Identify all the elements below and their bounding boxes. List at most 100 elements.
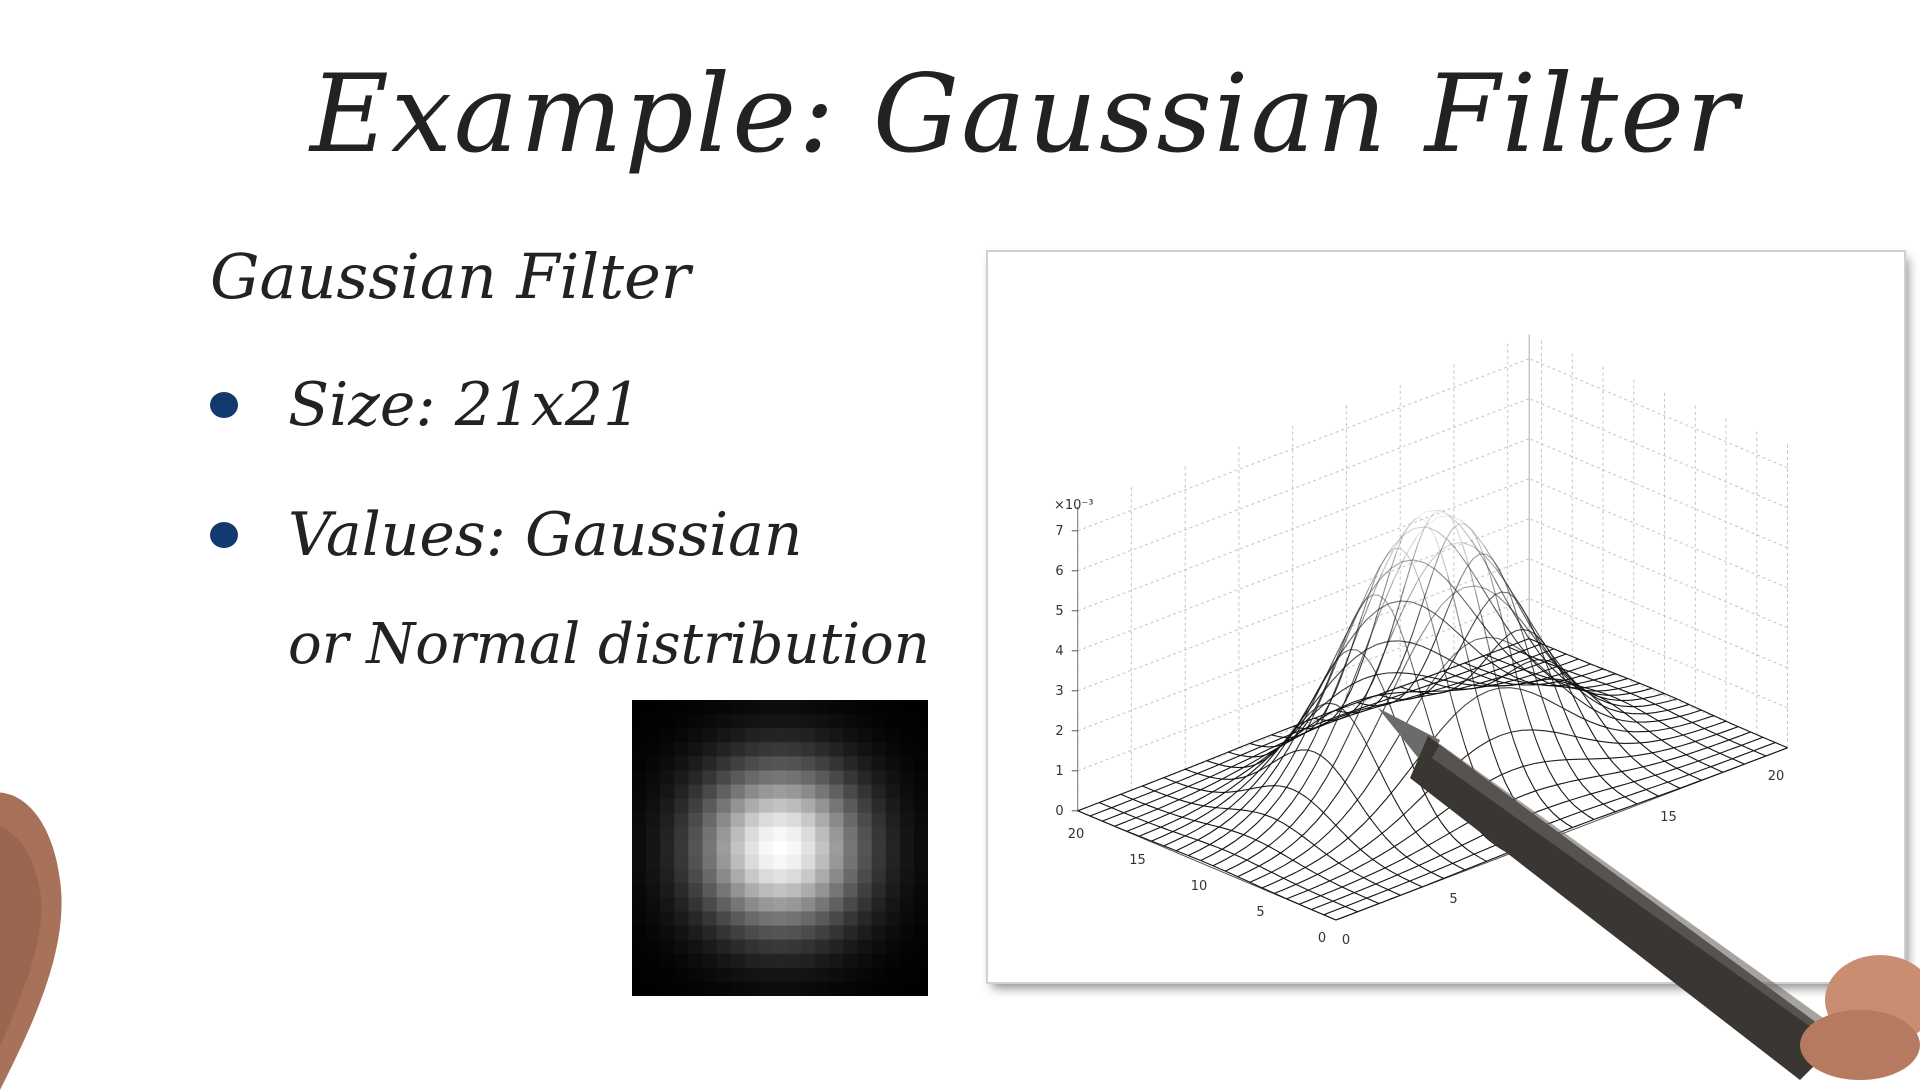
surface-mesh-line: [1164, 828, 1170, 830]
surface-mesh-line: [1286, 787, 1293, 789]
surface-mesh-line: [1198, 822, 1204, 824]
surface-mesh-line: [1293, 811, 1304, 824]
surface-mesh-line: [1225, 866, 1236, 872]
surface-mesh-line: [1280, 786, 1287, 787]
surface-mesh-line: [1222, 849, 1228, 852]
surface-mesh-line: [1340, 808, 1351, 821]
wall-grid-line: [1529, 519, 1787, 628]
surface-mesh-line: [1112, 794, 1123, 798]
surface-mesh-line: [1241, 756, 1248, 757]
surface-mesh-line: [1518, 639, 1529, 643]
bullet-text: Size: 21x21: [288, 370, 641, 440]
surface-mesh-line: [1555, 654, 1566, 658]
surface-mesh-line: [1191, 763, 1202, 768]
surface-mesh-line: [1422, 679, 1429, 681]
surface-mesh-line: [1342, 865, 1348, 869]
surface-mesh-line: [1099, 803, 1106, 806]
surface-mesh-line: [1135, 794, 1146, 798]
surface-mesh-line: [1190, 837, 1197, 839]
wall-grid-line: [1078, 479, 1530, 651]
surface-mesh-line: [1407, 632, 1414, 650]
surface-mesh-line: [1334, 896, 1345, 900]
surface-mesh-line: [1465, 524, 1471, 530]
surface-mesh-line: [1671, 697, 1677, 700]
surface-mesh-line: [1422, 656, 1428, 669]
surface-mesh-line: [1555, 649, 1562, 652]
surface-mesh-line: [1285, 872, 1296, 878]
surface-mesh-line: [1298, 890, 1309, 895]
surface-mesh-line: [1309, 885, 1320, 890]
surface-mesh-line: [1338, 733, 1349, 756]
surface-mesh-line: [1435, 536, 1441, 553]
surface-mesh-line: [1164, 841, 1175, 846]
surface-mesh-line: [1243, 835, 1250, 838]
surface-mesh-line: [1235, 833, 1246, 841]
surface-mesh-line: [1336, 916, 1347, 920]
surface-mesh-line: [1325, 814, 1332, 821]
surface-mesh-line: [1213, 860, 1224, 866]
surface-mesh-line: [1469, 680, 1476, 682]
wall-grid-line: [1078, 399, 1530, 571]
surface-mesh-line: [1518, 604, 1529, 624]
surface-mesh-line: [1624, 691, 1631, 694]
surface-mesh-line: [1152, 836, 1163, 841]
surface-mesh-line: [1473, 554, 1480, 558]
surface-mesh-line: [1458, 593, 1469, 607]
surface-mesh-line: [1398, 586, 1405, 608]
surface-mesh-line: [1281, 727, 1292, 731]
surface-mesh-line: [1538, 675, 1544, 677]
surface-mesh-line: [1177, 833, 1183, 835]
surface-mesh-line: [1497, 639, 1503, 646]
surface-mesh-line: [1508, 685, 1514, 686]
surface-mesh-line: [1188, 850, 1199, 856]
surface-mesh-line: [1321, 876, 1327, 879]
surface-mesh-line: [1508, 647, 1515, 650]
surface-mesh-line: [1278, 820, 1285, 824]
surface-mesh-line: [1618, 688, 1624, 690]
surface-mesh-line: [1195, 796, 1206, 802]
surface-mesh-line: [1299, 900, 1310, 904]
surface-mesh-line: [1125, 813, 1132, 816]
z-tick-label: 3: [1055, 684, 1063, 699]
gaussian-kernel-image: [632, 700, 928, 996]
surface-mesh-line: [1392, 536, 1403, 549]
surface-mesh-line: [1150, 817, 1161, 822]
surface-mesh-line: [1379, 650, 1385, 668]
surface-mesh-line: [1121, 794, 1128, 797]
surface-mesh-line: [1315, 745, 1326, 767]
surface-mesh-line: [1265, 815, 1272, 818]
surface-mesh-line: [1162, 822, 1173, 827]
surface-mesh-line: [1172, 807, 1183, 812]
surface-mesh-line: [1125, 808, 1136, 812]
surface-mesh-line: [1476, 637, 1487, 639]
surface-mesh-line: [1198, 774, 1205, 776]
surface-mesh-line: [1145, 780, 1156, 784]
surface-mesh-line: [1336, 659, 1347, 688]
surface-mesh-line: [1508, 652, 1519, 656]
surface-mesh-line: [1395, 693, 1406, 697]
surface-mesh-line: [1356, 619, 1367, 632]
surface-mesh-line: [1579, 664, 1590, 668]
surface-mesh-line: [1168, 796, 1175, 798]
surface-mesh-line: [1444, 680, 1455, 682]
surface-mesh-line: [1090, 812, 1101, 816]
surface-mesh-line: [1572, 673, 1578, 675]
wall-grid-line: [1078, 519, 1530, 691]
surface-mesh-line: [1341, 834, 1352, 844]
surface-mesh-line: [1360, 803, 1366, 812]
surface-mesh-line: [1317, 847, 1323, 852]
surface-mesh-line: [1287, 880, 1293, 883]
surface-mesh-line: [1469, 620, 1476, 632]
surface-mesh-line: [1307, 860, 1318, 867]
surface-mesh-line: [1418, 529, 1425, 545]
surface-mesh-line: [1406, 582, 1417, 604]
surface-mesh-line: [1555, 686, 1562, 687]
surface-mesh-line: [1592, 669, 1603, 673]
section-heading: Gaussian Filter: [210, 240, 690, 313]
y-tick-label: 20: [1068, 827, 1085, 842]
surface-mesh-line: [1164, 778, 1171, 781]
surface-mesh-line: [1355, 873, 1362, 877]
surface-mesh-line: [1138, 819, 1145, 822]
surface-mesh-line: [1311, 905, 1322, 909]
surface-mesh-line: [1469, 567, 1475, 592]
